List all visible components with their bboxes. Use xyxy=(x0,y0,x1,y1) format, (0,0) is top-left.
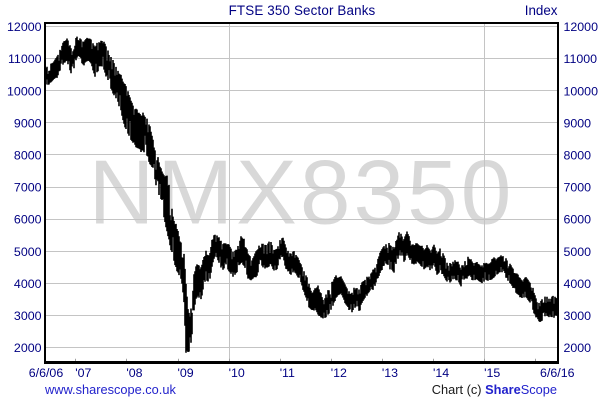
svg-text:2000: 2000 xyxy=(564,341,592,355)
svg-text:'07: '07 xyxy=(75,366,91,380)
svg-text:Index: Index xyxy=(525,3,558,18)
svg-text:3000: 3000 xyxy=(564,309,592,323)
svg-text:6000: 6000 xyxy=(564,213,592,227)
svg-text:12000: 12000 xyxy=(7,20,42,34)
svg-text:'14: '14 xyxy=(433,366,449,380)
svg-text:2000: 2000 xyxy=(14,341,42,355)
svg-text:3000: 3000 xyxy=(14,309,42,323)
svg-text:6000: 6000 xyxy=(14,213,42,227)
svg-text:10000: 10000 xyxy=(564,84,599,98)
svg-text:'10: '10 xyxy=(229,366,245,380)
svg-text:Chart (c) ShareScope: Chart (c) ShareScope xyxy=(432,382,557,397)
svg-text:11000: 11000 xyxy=(564,52,598,66)
svg-text:11000: 11000 xyxy=(8,52,42,66)
svg-text:7000: 7000 xyxy=(564,181,592,195)
svg-text:5000: 5000 xyxy=(14,245,42,259)
svg-text:'12: '12 xyxy=(331,366,347,380)
svg-text:'13: '13 xyxy=(382,366,398,380)
svg-text:6/6/06: 6/6/06 xyxy=(29,366,64,380)
svg-text:'15: '15 xyxy=(484,366,500,380)
svg-text:8000: 8000 xyxy=(564,149,592,163)
svg-text:www.sharescope.co.uk: www.sharescope.co.uk xyxy=(44,382,176,397)
svg-text:4000: 4000 xyxy=(14,277,42,291)
svg-text:6/6/16: 6/6/16 xyxy=(540,366,575,380)
svg-text:4000: 4000 xyxy=(564,277,592,291)
svg-text:'08: '08 xyxy=(126,366,142,380)
svg-text:5000: 5000 xyxy=(564,245,592,259)
svg-text:9000: 9000 xyxy=(14,116,42,130)
svg-text:10000: 10000 xyxy=(7,84,42,98)
svg-text:9000: 9000 xyxy=(564,116,592,130)
svg-text:FTSE 350 Sector Banks: FTSE 350 Sector Banks xyxy=(229,3,376,18)
svg-text:8000: 8000 xyxy=(14,149,42,163)
svg-text:'11: '11 xyxy=(280,366,295,380)
svg-text:12000: 12000 xyxy=(564,20,599,34)
svg-text:'09: '09 xyxy=(178,366,194,380)
svg-text:7000: 7000 xyxy=(14,181,42,195)
